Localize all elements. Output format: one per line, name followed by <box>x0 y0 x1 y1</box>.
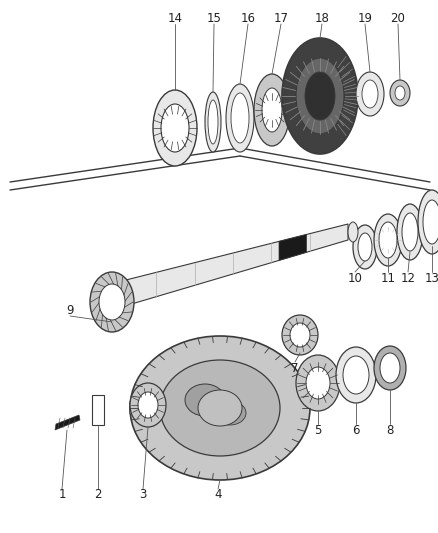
Text: 9: 9 <box>66 303 74 317</box>
Ellipse shape <box>262 88 282 132</box>
Ellipse shape <box>290 323 310 347</box>
Ellipse shape <box>336 347 376 403</box>
Text: 13: 13 <box>424 271 438 285</box>
Ellipse shape <box>356 72 384 116</box>
Text: 5: 5 <box>314 424 321 437</box>
Ellipse shape <box>374 214 402 266</box>
Ellipse shape <box>343 356 369 394</box>
Ellipse shape <box>130 336 310 480</box>
Polygon shape <box>55 415 80 430</box>
Polygon shape <box>118 224 348 308</box>
Ellipse shape <box>397 204 423 260</box>
Ellipse shape <box>226 84 254 152</box>
Ellipse shape <box>402 213 418 251</box>
Ellipse shape <box>362 80 378 108</box>
Text: 18: 18 <box>314 12 329 25</box>
Ellipse shape <box>306 367 330 399</box>
Ellipse shape <box>379 222 397 258</box>
Text: 16: 16 <box>240 12 255 25</box>
Text: 6: 6 <box>352 424 360 437</box>
Ellipse shape <box>231 93 249 143</box>
Ellipse shape <box>282 38 358 154</box>
Ellipse shape <box>282 315 318 355</box>
Ellipse shape <box>423 200 438 244</box>
Ellipse shape <box>395 86 405 100</box>
Text: 8: 8 <box>386 424 394 437</box>
Text: 14: 14 <box>167 12 183 25</box>
Text: 19: 19 <box>357 12 372 25</box>
Ellipse shape <box>160 360 280 456</box>
Text: 4: 4 <box>214 489 222 502</box>
Ellipse shape <box>90 272 134 332</box>
Ellipse shape <box>358 233 372 261</box>
Ellipse shape <box>138 392 158 418</box>
Ellipse shape <box>380 353 400 383</box>
Ellipse shape <box>99 284 125 320</box>
Ellipse shape <box>305 72 335 120</box>
Ellipse shape <box>153 90 197 166</box>
Text: 11: 11 <box>381 271 396 285</box>
Text: 20: 20 <box>391 12 406 25</box>
Text: 3: 3 <box>139 489 147 502</box>
Text: 12: 12 <box>400 271 416 285</box>
Ellipse shape <box>348 222 358 242</box>
Text: 1: 1 <box>58 489 66 502</box>
Ellipse shape <box>418 190 438 254</box>
Ellipse shape <box>161 104 189 152</box>
Ellipse shape <box>214 401 246 425</box>
Ellipse shape <box>185 384 225 416</box>
Ellipse shape <box>390 80 410 106</box>
Ellipse shape <box>198 390 242 426</box>
Ellipse shape <box>208 100 218 144</box>
Text: 17: 17 <box>273 12 289 25</box>
Text: 7: 7 <box>291 361 299 375</box>
Polygon shape <box>279 235 307 261</box>
Text: 2: 2 <box>94 489 102 502</box>
Ellipse shape <box>296 58 344 134</box>
Bar <box>92 395 104 425</box>
Ellipse shape <box>205 92 221 152</box>
Ellipse shape <box>374 346 406 390</box>
Text: 15: 15 <box>207 12 222 25</box>
Polygon shape <box>130 402 160 414</box>
Ellipse shape <box>296 355 340 411</box>
Ellipse shape <box>130 383 166 427</box>
Text: 10: 10 <box>348 271 362 285</box>
Ellipse shape <box>353 225 377 269</box>
Ellipse shape <box>254 74 290 146</box>
